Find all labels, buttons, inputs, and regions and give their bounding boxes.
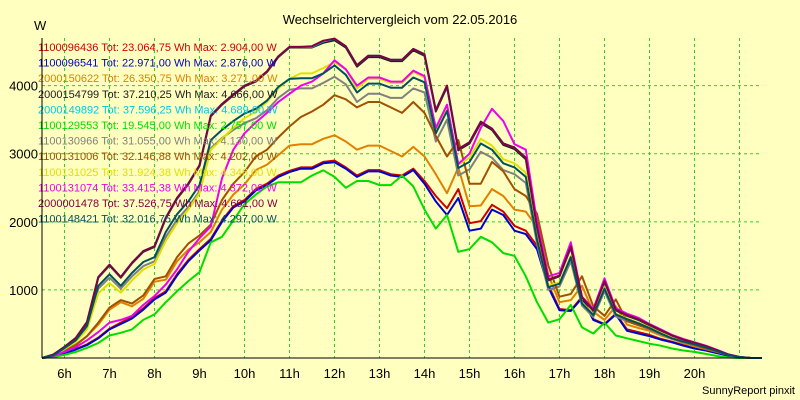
y-tick-label: 4000 bbox=[9, 79, 38, 94]
x-tick-label: 12h bbox=[324, 366, 346, 381]
x-tick-label: 17h bbox=[549, 366, 571, 381]
x-tick-label: 15h bbox=[459, 366, 481, 381]
legend-entry-11: 2000001478 Tot: 37.526,75 Wh Max: 4.691,… bbox=[38, 198, 278, 210]
legend-entry-10: 1100131074 Tot: 33.415,38 Wh Max: 4.372,… bbox=[38, 182, 277, 194]
legend-entry-8: 1100131006 Tot: 32.146,88 Wh Max: 4.202,… bbox=[38, 151, 277, 163]
x-tick-label: 7h bbox=[102, 366, 116, 381]
series-line-12 bbox=[41, 64, 762, 359]
legend-entry-2: 1100096541 Tot: 22.971,00 Wh Max: 2.876,… bbox=[38, 58, 277, 70]
x-tick-label: 14h bbox=[414, 366, 436, 381]
axes: 1000 2000 3000 4000 6h 7h 8h 9h 10h 11h 12h 13h 14h 1… bbox=[9, 38, 762, 381]
x-tick-label: 9h bbox=[192, 366, 206, 381]
y-tick-label: 1000 bbox=[9, 283, 38, 298]
x-tick-label: 20h bbox=[684, 366, 706, 381]
legend-entry-9: 1100131025 Tot: 31.924,38 Wh Max: 4.346,… bbox=[38, 167, 277, 179]
y-tick-label: 3000 bbox=[9, 147, 38, 162]
series-line-6 bbox=[41, 169, 762, 359]
series-line-11 bbox=[41, 37, 762, 359]
chart-title: Wechselrichtervergleich vom 22.05.2016 bbox=[283, 12, 518, 27]
x-tick-label: 10h bbox=[234, 366, 256, 381]
legend-entry-7: 1100130966 Tot: 31.055,00 Wh Max: 4.130,… bbox=[38, 136, 277, 148]
x-tick-label: 6h bbox=[57, 366, 71, 381]
x-tick-label: 16h bbox=[504, 366, 526, 381]
series-layer bbox=[41, 37, 762, 359]
grid-layer bbox=[42, 38, 762, 358]
series-line-3 bbox=[41, 134, 762, 359]
legend-entry-12: 1100148421 Tot: 32.016,75 Wh Max: 4.297,… bbox=[38, 214, 277, 226]
footer-credit: SunnyReport pinxit bbox=[702, 385, 795, 397]
legend-entry-3: 2000150622 Tot: 26.350,75 Wh Max: 3.271,… bbox=[38, 73, 278, 85]
y-tick-label: 2000 bbox=[9, 215, 38, 230]
legend-entry-1: 1100096436 Tot: 23.064,75 Wh Max: 2.904,… bbox=[38, 42, 277, 54]
x-tick-label: 18h bbox=[594, 366, 616, 381]
legend-entry-5: 2000149892 Tot: 37.596,25 Wh Max: 4.689,… bbox=[38, 104, 278, 116]
legend-entry-4: 2000154799 Tot: 37.210,25 Wh Max: 4.666,… bbox=[38, 89, 278, 101]
series-line-2 bbox=[41, 161, 762, 359]
y-axis-label: W bbox=[34, 18, 47, 33]
x-tick-label: 8h bbox=[147, 366, 161, 381]
x-tick-label: 19h bbox=[639, 366, 661, 381]
series-line-8 bbox=[41, 94, 762, 359]
series-line-10 bbox=[41, 59, 762, 359]
legend: 1100096436 Tot: 23.064,75 Wh Max: 2.904,… bbox=[38, 42, 278, 226]
legend-entry-6: 1100129553 Tot: 19.545,00 Wh Max: 2.757,… bbox=[38, 120, 277, 132]
x-tick-label: 11h bbox=[279, 366, 300, 381]
x-tick-label: 13h bbox=[369, 366, 391, 381]
